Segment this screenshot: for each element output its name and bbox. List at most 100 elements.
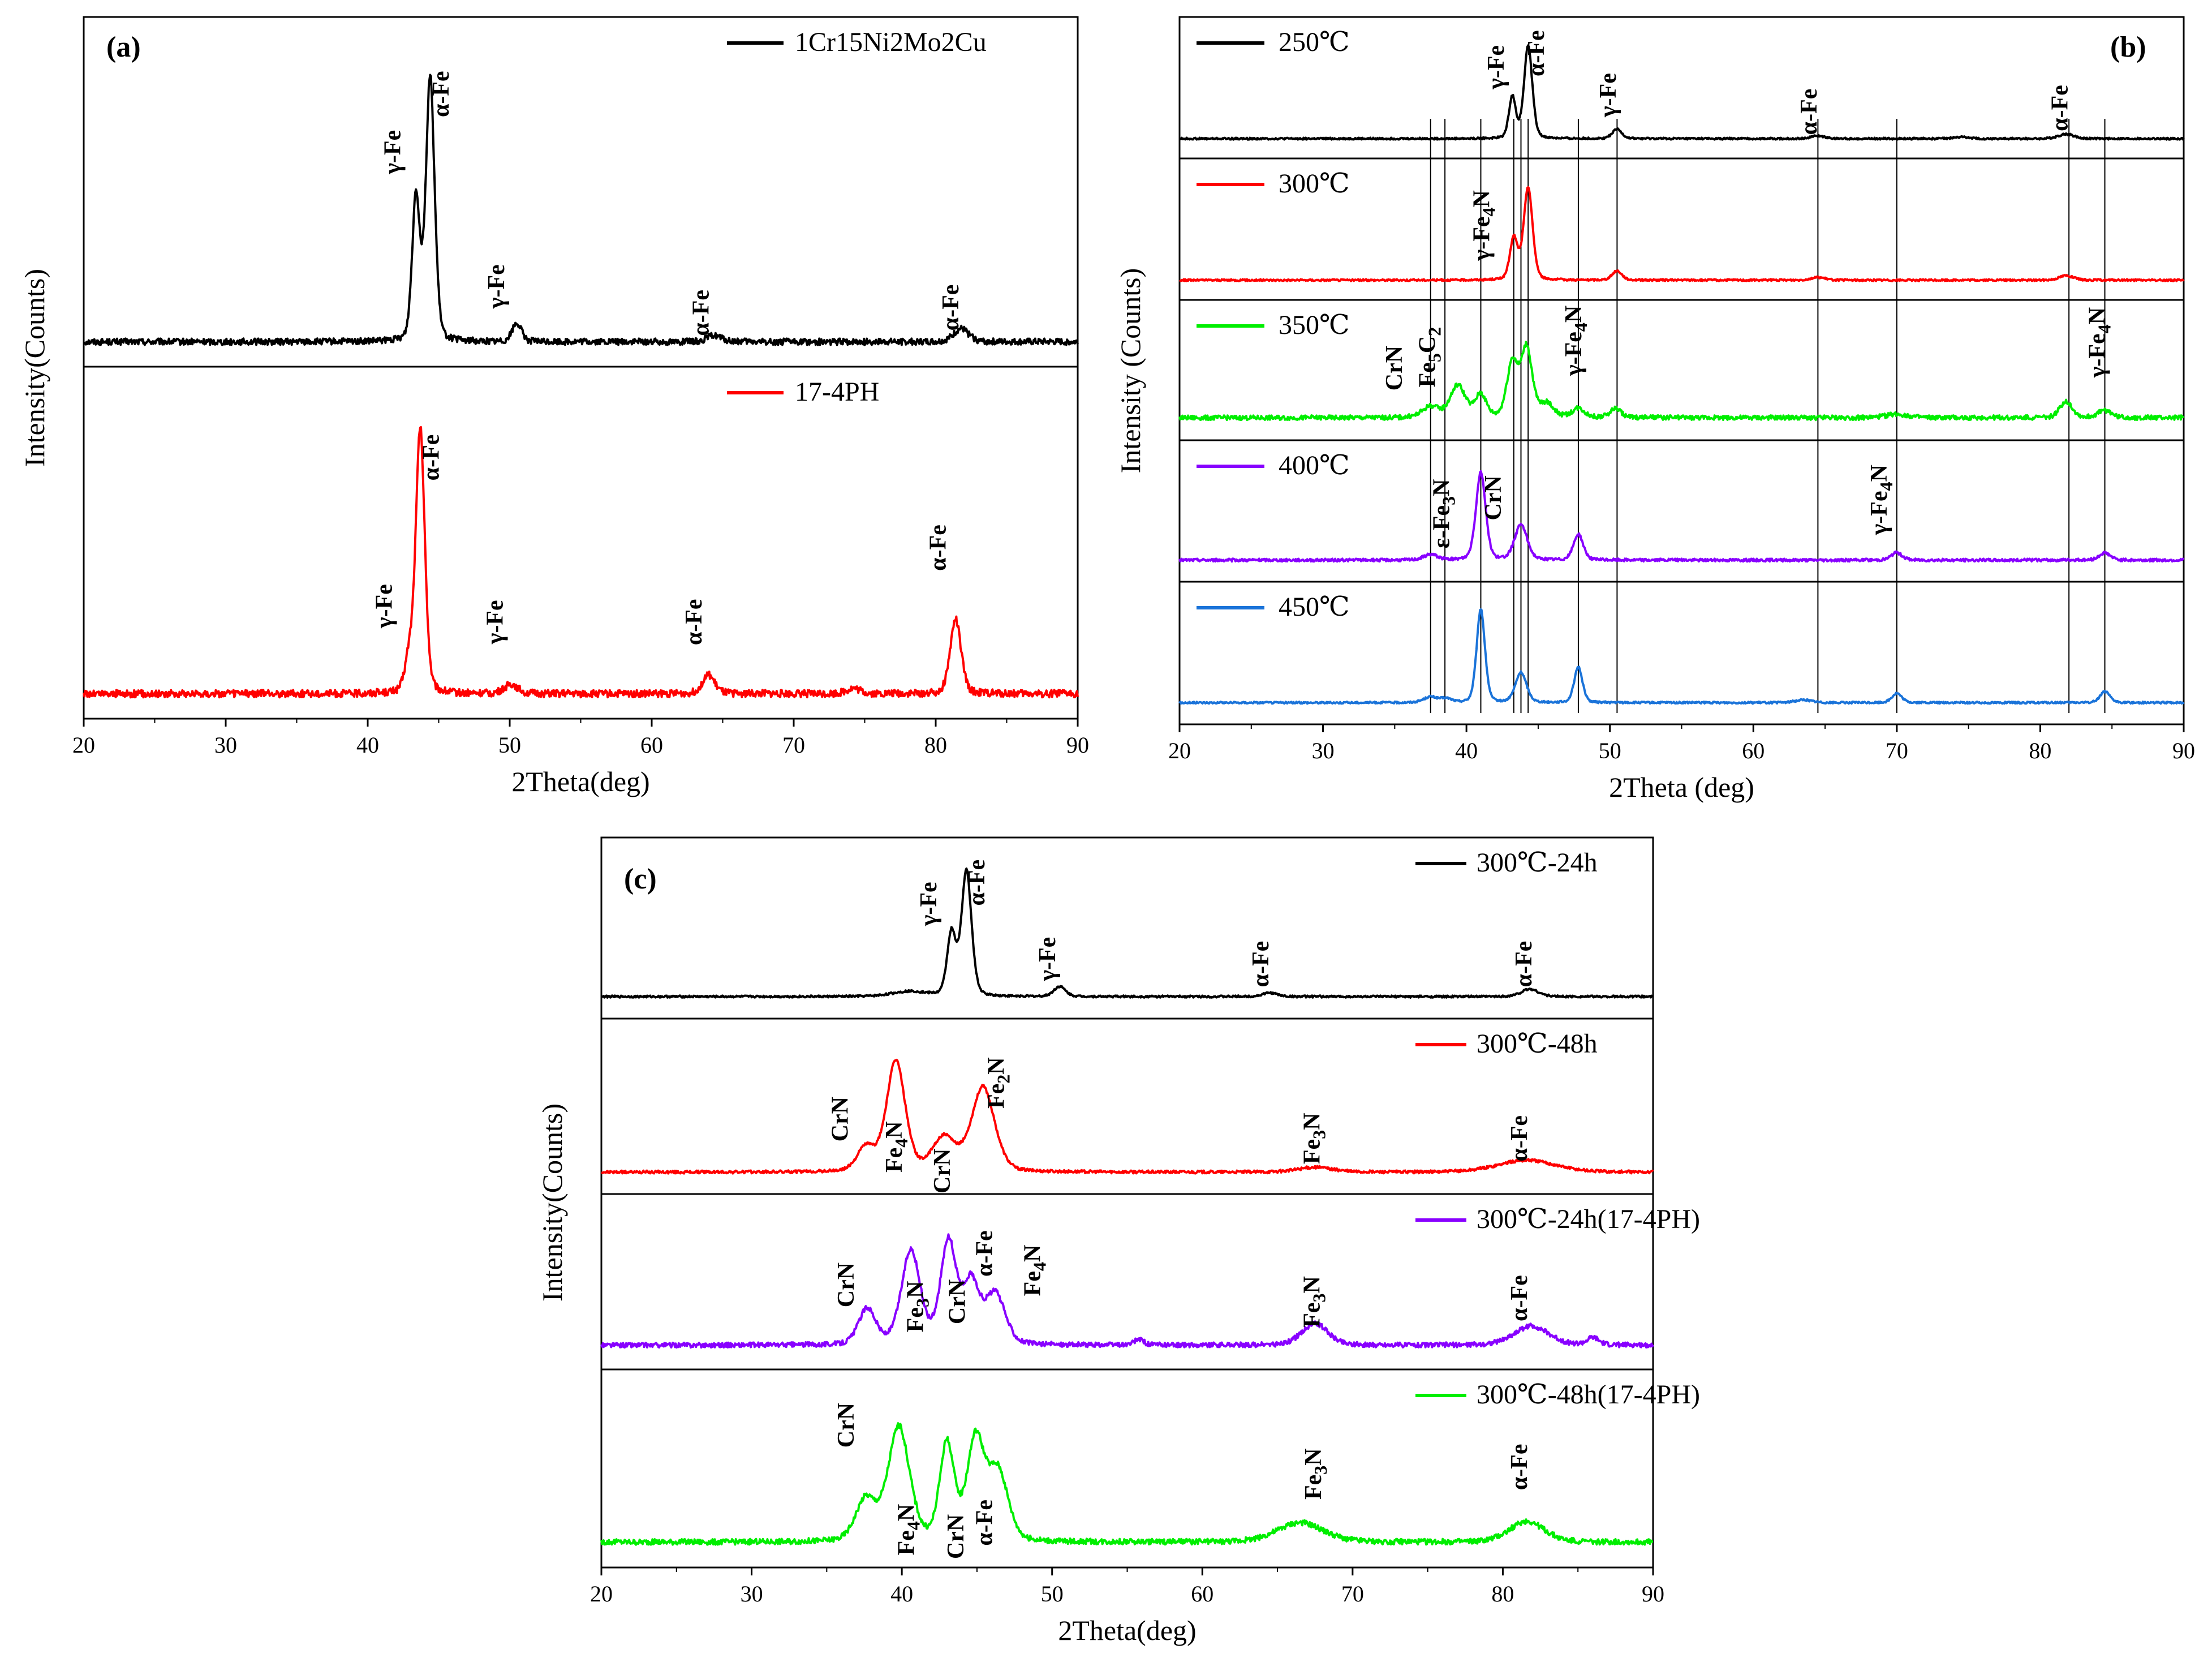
annotation-part: N <box>2085 307 2111 324</box>
annotation-part: α-Fe <box>681 599 707 645</box>
x-tick-label: 50 <box>498 732 521 758</box>
plot-frame <box>600 836 1654 1569</box>
annotation-part: γ-Fe <box>2085 333 2111 378</box>
annotation-part: ε-Fe <box>1429 505 1455 548</box>
peak-annotation: Fe4N <box>881 1121 911 1173</box>
annotation-part: γ-Fe <box>1595 73 1621 118</box>
annotation-part: 3 <box>1310 1466 1331 1475</box>
annotation-part: N <box>1020 1245 1046 1262</box>
series-line <box>1178 341 2185 422</box>
peak-annotation: α-Fe <box>1524 30 1550 76</box>
x-tick-label: 90 <box>1066 732 1089 758</box>
x-tick-label: 70 <box>1341 1581 1364 1607</box>
x-tick-label: 70 <box>782 732 805 758</box>
peak-annotation: γ-Fe4N <box>2085 307 2115 378</box>
annotation-part: Fe <box>1301 1475 1327 1500</box>
annotation-part: N <box>1561 306 1587 323</box>
annotation-part: α-Fe <box>1524 30 1550 76</box>
annotation-part: 4 <box>1030 1262 1050 1271</box>
panel-c: 20 30 40 50 60 70 80 90 2Theta(deg) Intensity(Cou… <box>536 836 1700 1646</box>
annotation-part: CrN <box>945 1279 971 1324</box>
annotation-part: CrN <box>833 1403 859 1448</box>
annotation-part: α-Fe <box>1511 941 1537 987</box>
panel-label: (c) <box>624 863 657 895</box>
annotation-part: N <box>893 1504 919 1521</box>
peak-annotation: α-Fe <box>964 860 990 906</box>
x-axis-label: 2Theta(deg) <box>1058 1614 1196 1646</box>
annotation-part: γ-Fe <box>1035 937 1061 982</box>
peak-annotation: Fe4N <box>893 1504 923 1556</box>
annotation-part: N <box>1429 479 1455 496</box>
series-line <box>601 1059 1654 1175</box>
peak-annotation: α-Fe <box>972 1230 998 1277</box>
series-4: 450℃ <box>1178 592 2185 705</box>
legend-label: 1Cr15Ni2Mo2Cu <box>795 27 987 57</box>
annotation-part: α-Fe <box>1507 1275 1533 1321</box>
x-tick-label: 30 <box>214 732 237 758</box>
series-line <box>600 1233 1654 1349</box>
x-tick-label: 80 <box>2029 738 2051 763</box>
annotation-part: γ-Fe <box>1561 332 1587 376</box>
peak-annotation: α-Fe <box>428 71 454 117</box>
peak-annotation: α-Fe <box>1507 1115 1533 1162</box>
annotation-part: α-Fe <box>2047 85 2073 131</box>
peak-annotation: Fe3N <box>1299 1276 1329 1328</box>
annotation-part: γ-Fe <box>380 130 406 175</box>
legend-label: 17-4PH <box>795 377 879 407</box>
annotation-part: CrN <box>833 1262 859 1307</box>
peak-annotation: α-Fe <box>972 1500 998 1546</box>
peak-annotation: γ-Fe4N <box>1561 306 1591 376</box>
annotation-part: α-Fe <box>938 285 964 331</box>
peak-annotation: Fe4N <box>1020 1245 1050 1296</box>
legend-label: 300℃-48h(17-4PH) <box>1477 1380 1700 1410</box>
x-tick-label: 80 <box>924 732 947 758</box>
x-tick-label: 90 <box>2172 738 2195 763</box>
peak-annotation: α-Fe <box>1796 89 1822 135</box>
peak-annotation: CrN <box>945 1279 971 1324</box>
legend-label: 350℃ <box>1279 310 1350 340</box>
x-tick-label: 90 <box>1642 1581 1664 1607</box>
x-tick-label: 20 <box>72 732 95 758</box>
series-0: 250℃ γ-Fe α-Fe γ-Fe α-Fe α-Fe <box>1179 27 2185 141</box>
annotation-part: γ-Fe <box>1483 45 1509 90</box>
peak-annotation: α-Fe <box>1507 1275 1533 1321</box>
annotation-part: γ-Fe <box>483 600 509 645</box>
peak-annotation: Fe2N <box>984 1057 1014 1109</box>
x-tick-label: 40 <box>1455 738 1478 763</box>
peak-annotation: γ-Fe <box>380 130 406 175</box>
peak-annotation: α-Fe <box>938 285 964 331</box>
peak-annotation: α-Fe <box>688 290 714 336</box>
series-line <box>83 74 1079 346</box>
annotation-part: α-Fe <box>1507 1444 1533 1491</box>
peak-annotation: Fe3N <box>1301 1448 1331 1500</box>
annotation-part: C <box>1414 336 1440 353</box>
x-tick-label: 30 <box>741 1581 763 1607</box>
x-tick-label: 70 <box>1886 738 1908 763</box>
series-0: 1Cr15Ni2Mo2Cu γ-Fe α-Fe γ-Fe α-Fe α-Fe <box>83 27 1079 346</box>
annotation-part: CrN <box>1481 475 1507 520</box>
x-tick-label: 40 <box>890 1581 913 1607</box>
peak-annotation: γ-Fe4N <box>1866 465 1896 535</box>
annotation-part: Fe <box>893 1530 919 1555</box>
peak-annotation: γ-Fe <box>1595 73 1621 118</box>
x-axis-label: 2Theta(deg) <box>511 766 649 797</box>
peak-annotation: α-Fe <box>2047 85 2073 131</box>
annotation-part: 2 <box>1424 327 1444 336</box>
x-tick-label: 20 <box>590 1581 613 1607</box>
annotation-part: N <box>881 1121 907 1138</box>
peak-annotation: CrN <box>828 1097 854 1141</box>
series-line <box>1178 608 2185 705</box>
annotation-part: N <box>1299 1113 1325 1130</box>
annotation-part: α-Fe <box>1507 1115 1533 1162</box>
legend-label: 250℃ <box>1279 27 1350 57</box>
panel-label: (a) <box>106 31 141 63</box>
annotation-part: 3 <box>1439 496 1459 505</box>
annotation-part: γ-Fe <box>1469 217 1495 261</box>
annotation-part: Fe <box>1020 1271 1046 1296</box>
annotation-part: 3 <box>912 1298 932 1307</box>
peak-annotation: γ-Fe4N <box>1469 190 1499 261</box>
peak-annotation: γ-Fe <box>1035 937 1061 982</box>
legend-label: 300℃-24h <box>1477 848 1598 878</box>
